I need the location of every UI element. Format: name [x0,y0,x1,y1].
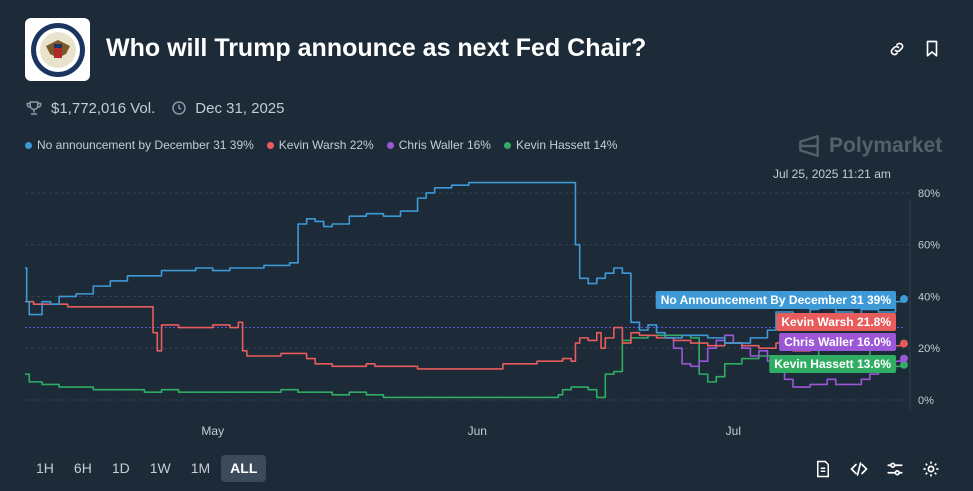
time-range-selector: 1H 6H 1D 1W 1M ALL [27,455,268,482]
legend-item-kevin-warsh[interactable]: Kevin Warsh 22% [266,138,374,152]
series-end-label-bg [769,355,896,373]
code-icon[interactable] [850,460,868,478]
legend-dot [266,141,274,149]
chart-timestamp: Jul 25, 2025 11:21 am [773,167,891,181]
trophy-icon [25,99,43,117]
series-end-label-bg [655,291,896,309]
y-tick-label: 0% [918,395,934,407]
chart-legend: No announcement by December 31 39% Kevin… [25,138,630,152]
legend-item-kevin-hassett[interactable]: Kevin Hassett 14% [503,138,618,152]
y-tick-label: 60% [918,240,940,252]
legend-label: Kevin Warsh 22% [278,138,374,152]
series-line [25,181,905,344]
volume-text: $1,772,016 Vol. [51,99,156,117]
series-end-label: No Announcement By December 31 39% [661,293,892,307]
polymarket-watermark: Polymarket [796,133,942,159]
document-icon[interactable] [815,460,833,478]
page-title: Who will Trump announce as next Fed Chai… [106,34,647,62]
market-meta: $1,772,016 Vol. Dec 31, 2025 [25,99,285,117]
legend-label: Chris Waller 16% [398,138,491,152]
range-button-1m[interactable]: 1M [190,460,211,476]
y-tick-label: 20% [918,343,940,355]
link-icon[interactable] [888,40,908,60]
polymarket-logo-icon [799,135,819,157]
series-end-label: Chris Waller 16.0% [784,335,891,349]
legend-dot [503,141,511,149]
x-tick-label: Jul [726,424,741,438]
bookmark-icon[interactable] [924,40,944,60]
market-logo [25,18,90,81]
series-end-label: Kevin Warsh 21.8% [781,315,891,329]
legend-label: No announcement by December 31 39% [37,138,254,152]
range-button-all[interactable]: ALL [221,455,267,482]
fed-seal-icon [30,22,85,77]
series-line [25,300,905,370]
legend-label: Kevin Hassett 14% [515,138,618,152]
series-end-label-bg [779,333,896,351]
sliders-icon[interactable] [886,460,904,478]
brand-name: Polymarket [829,134,943,157]
y-tick-label: 80% [918,188,940,200]
end-date-text: Dec 31, 2025 [195,99,285,117]
range-button-1w[interactable]: 1W [149,460,171,476]
range-button-1d[interactable]: 1D [111,460,130,476]
series-end-dot [900,354,908,363]
legend-item-chris-waller[interactable]: Chris Waller 16% [386,138,491,152]
series-end-dot [900,360,908,369]
x-tick-label: May [201,424,224,438]
range-button-6h[interactable]: 6H [73,460,92,476]
legend-item-no-announcement[interactable]: No announcement by December 31 39% [25,138,254,152]
x-tick-label: Jun [468,424,487,438]
series-end-dot [900,295,908,304]
series-end-label: Kevin Hassett 13.6% [774,357,891,371]
y-tick-label: 40% [918,291,940,303]
series-end-label-bg [776,313,896,331]
legend-dot [386,141,394,149]
clock-icon [171,100,187,116]
gear-icon[interactable] [922,460,940,478]
range-button-1h[interactable]: 1H [36,460,54,476]
legend-dot [25,141,32,149]
series-end-dot [900,339,908,348]
